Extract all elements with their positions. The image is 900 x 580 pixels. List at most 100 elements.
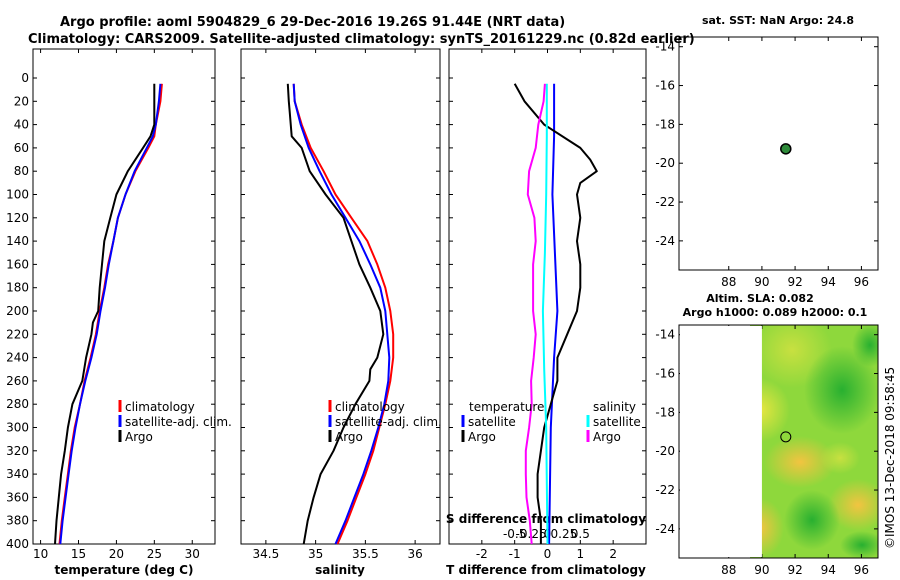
series-salinity-argo	[524, 83, 546, 545]
map-y-tick-label: -20	[655, 156, 675, 170]
depth-tick-label: 280	[6, 397, 29, 411]
map-y-tick-label: -22	[655, 483, 675, 497]
map-x-tick-label: 88	[721, 275, 736, 289]
temperature-axis-label: temperature (deg C)	[55, 563, 194, 577]
map-y-tick-label: -16	[655, 367, 675, 381]
x2-tick-label: 0.25	[551, 527, 578, 541]
s-difference-axis-label: S difference from climatology	[446, 512, 646, 526]
map-x-tick-label: 90	[754, 563, 769, 577]
map-y-tick-label: -24	[655, 522, 675, 536]
map-y-tick-label: -24	[655, 234, 675, 248]
depth-tick-label: 340	[6, 467, 29, 481]
sla-no-data-area	[680, 326, 762, 557]
salinity-axis-label: salinity	[315, 563, 365, 577]
argo-float-marker	[780, 431, 792, 443]
depth-tick-label: 260	[6, 374, 29, 388]
map-x-tick-label: 94	[821, 563, 836, 577]
map-x-tick-label: 88	[721, 563, 736, 577]
depth-tick-label: 160	[6, 257, 29, 271]
legend-climatology: climatology	[125, 400, 195, 414]
figure-title-line2: Climatology: CARS2009. Satellite-adjuste…	[28, 32, 695, 47]
map-y-tick-label: -14	[655, 328, 675, 342]
x-tick-label: 20	[109, 547, 124, 561]
legend-argo: Argo	[125, 430, 153, 444]
legend-s-satellite: satellite	[593, 415, 641, 429]
legend-climatology: climatology	[335, 400, 405, 414]
map-y-tick-label: -16	[655, 79, 675, 93]
map-y-tick-label: -18	[655, 117, 675, 131]
x-tick-label: 0	[544, 547, 552, 561]
series-temperature-argo	[513, 83, 598, 544]
sla-blob	[852, 325, 878, 367]
legend-salinity-heading: salinity	[593, 400, 636, 414]
t-difference-axis-label: T difference from climatology	[446, 563, 646, 577]
depth-tick-label: 320	[6, 444, 29, 458]
depth-tick-label: 300	[6, 421, 29, 435]
sla-blob	[784, 490, 840, 550]
sla-map-subtitle: Argo h1000: 0.089 h2000: 0.1	[683, 306, 868, 319]
map-x-tick-label: 92	[787, 275, 802, 289]
map-y-tick-label: -22	[655, 195, 675, 209]
salinity-panel-frame	[240, 48, 441, 545]
x-tick-label: 15	[71, 547, 86, 561]
map-axes: 88 90 92 94 96 -14 -16 -18 -20 -22 -24 88 90 92 94 96 -1…	[655, 37, 878, 577]
map-y-tick-label: -18	[655, 405, 675, 419]
x2-tick-label: -0.5	[503, 527, 526, 541]
series-argo	[54, 83, 156, 545]
map-y-tick-label: -20	[655, 444, 675, 458]
legend-t-satellite: satellite	[468, 415, 516, 429]
x-tick-label: 2	[609, 547, 617, 561]
legend-temperature-heading: temperature	[469, 400, 544, 414]
x-tick-label: 35.5	[352, 547, 379, 561]
depth-axis-labels: 0 20 40 60 80 100 120 140 160 180 200 220 240 260 280 3…	[6, 71, 29, 551]
sla-map-frame	[678, 324, 879, 559]
map-x-tick-label: 94	[821, 275, 836, 289]
depth-tick-label: 360	[6, 490, 29, 504]
x-tick-label: 25	[147, 547, 162, 561]
x-tick-label: -2	[476, 547, 488, 561]
sla-heatmap	[750, 325, 878, 558]
map-x-tick-label: 96	[854, 563, 869, 577]
depth-tick-label: 120	[6, 211, 29, 225]
map-y-tick-label: -14	[655, 40, 675, 54]
depth-tick-label: 220	[6, 327, 29, 341]
sst-map-frame	[678, 36, 879, 271]
map-x-tick-label: 92	[787, 563, 802, 577]
figure-title-line1: Argo profile: aoml 5904829_6 29-Dec-2016…	[60, 15, 565, 30]
series-argo	[286, 83, 385, 545]
x-tick-label: 10	[33, 547, 48, 561]
series-temperature-satellite	[548, 83, 559, 545]
depth-tick-label: 100	[6, 188, 29, 202]
legend-satellite-adj: satellite-adj. clim.	[335, 415, 442, 429]
salinity-legend: climatology satellite-adj. clim. Argo	[328, 400, 442, 444]
depth-tick-label: 80	[14, 164, 29, 178]
depth-tick-label: 0	[21, 71, 29, 85]
series-climatology	[58, 83, 163, 545]
legend-satellite-adj: satellite-adj. clim.	[125, 415, 232, 429]
sla-blob	[804, 346, 878, 434]
x-tick-label: 30	[185, 547, 200, 561]
sla-blob	[764, 436, 836, 488]
map-x-tick-label: 90	[754, 275, 769, 289]
imos-credit: ©IMOS 13-Dec-2018 09:58:45	[883, 367, 897, 549]
depth-tick-label: 400	[6, 537, 29, 551]
series-salinity-satellite	[541, 83, 549, 545]
depth-tick-label: 380	[6, 514, 29, 528]
x-tick-label: 1	[577, 547, 585, 561]
sla-blob	[820, 442, 860, 474]
depth-tick-label: 200	[6, 304, 29, 318]
x-tick-label: 36	[407, 547, 422, 561]
x-tick-label: 35	[308, 547, 323, 561]
x-tick-label: -1	[509, 547, 521, 561]
series-climatology	[292, 83, 395, 545]
depth-tick-label: 20	[14, 94, 29, 108]
depth-tick-label: 240	[6, 351, 29, 365]
legend-s-argo: Argo	[593, 430, 621, 444]
temperature-panel-frame	[32, 48, 216, 545]
legend-argo: Argo	[335, 430, 363, 444]
legend-t-argo: Argo	[468, 430, 496, 444]
argo-float-marker	[780, 143, 792, 155]
depth-tick-label: 40	[14, 118, 29, 132]
map-x-tick-label: 96	[854, 275, 869, 289]
